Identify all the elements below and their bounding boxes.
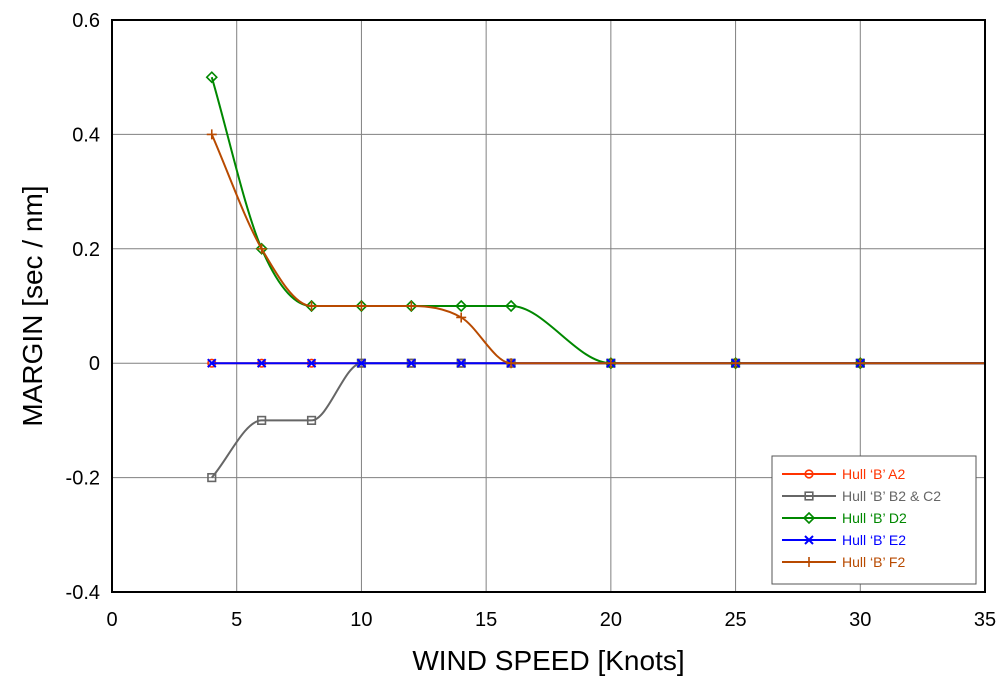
plot-frame (111, 19, 986, 593)
series-5-point (456, 312, 467, 323)
legend-item: Hull ‘B’ F2 (782, 554, 905, 570)
x-tick-label: 35 (974, 609, 996, 631)
y-tick-label: 0.6 (72, 10, 100, 32)
series-4-point (406, 358, 417, 368)
y-tick-label: 0 (89, 353, 100, 375)
series-2-point (306, 415, 317, 426)
series-4-point (356, 358, 367, 368)
legend-swatch-marker (804, 535, 814, 545)
series-4-point (207, 358, 217, 368)
y-tick-label: 0.2 (72, 239, 100, 261)
series-4-point (256, 358, 267, 368)
series-3-point (455, 299, 468, 313)
y-tick-label: 0.4 (72, 124, 100, 146)
series-5-point (206, 129, 217, 140)
x-tick-label: 30 (849, 609, 871, 631)
legend: Hull ‘B’ A2 Hull ‘B’ B2 & C2 Hull ‘B’ D2 Hu… (771, 455, 977, 585)
series-4-point (306, 358, 317, 368)
x-axis-title: WIND SPEED [Knots] (412, 645, 684, 676)
series-3-point (504, 299, 518, 313)
legend-item: Hull ‘B’ A2 (782, 466, 906, 482)
series-5-point (506, 358, 517, 369)
series-5-point (605, 358, 616, 369)
series-2-point (257, 415, 267, 426)
x-tick-label: 5 (231, 609, 242, 631)
legend-swatch-marker (804, 469, 814, 479)
series-5-point (730, 358, 741, 369)
series-5-point (356, 301, 367, 311)
y-tick-label: -0.4 (66, 582, 100, 604)
legend-item: Hull ‘B’ E2 (782, 532, 906, 548)
series-group (205, 71, 985, 483)
x-tick-label: 0 (106, 609, 117, 631)
x-tick-label: 10 (350, 609, 372, 631)
legend-swatch-marker (804, 557, 814, 567)
series-5-point (406, 301, 417, 311)
x-tick-label: 15 (475, 609, 497, 631)
y-tick-label: -0.2 (66, 468, 100, 490)
legend-item: Hull ‘B’ B2 & C2 (782, 488, 941, 504)
tick-labels: 0 5 10 15 20 25 30 35 -0.4 -0.2 0 0.2 0.4 0.6 (66, 10, 997, 631)
legend-label: Hull ‘B’ D2 (842, 510, 907, 526)
x-tick-label: 20 (600, 609, 622, 631)
series-4-point (456, 358, 466, 368)
series-2-point (207, 472, 217, 483)
y-axis-title: MARGIN [sec / nm] (17, 185, 48, 426)
x-tick-label: 25 (724, 609, 746, 631)
legend-swatch-marker (804, 491, 814, 501)
legend-label: Hull ‘B’ B2 & C2 (842, 488, 941, 504)
series-5-line (210, 134, 861, 365)
legend-label: Hull ‘B’ F2 (842, 554, 905, 570)
series-5-point (256, 243, 267, 254)
legend-label: Hull ‘B’ E2 (842, 532, 906, 548)
series-5-point (306, 301, 317, 311)
series-3-point (205, 71, 218, 84)
legend-item: Hull ‘B’ D2 (782, 510, 907, 526)
legend-swatch-marker (802, 511, 816, 525)
legend-label: Hull ‘B’ A2 (842, 466, 906, 482)
